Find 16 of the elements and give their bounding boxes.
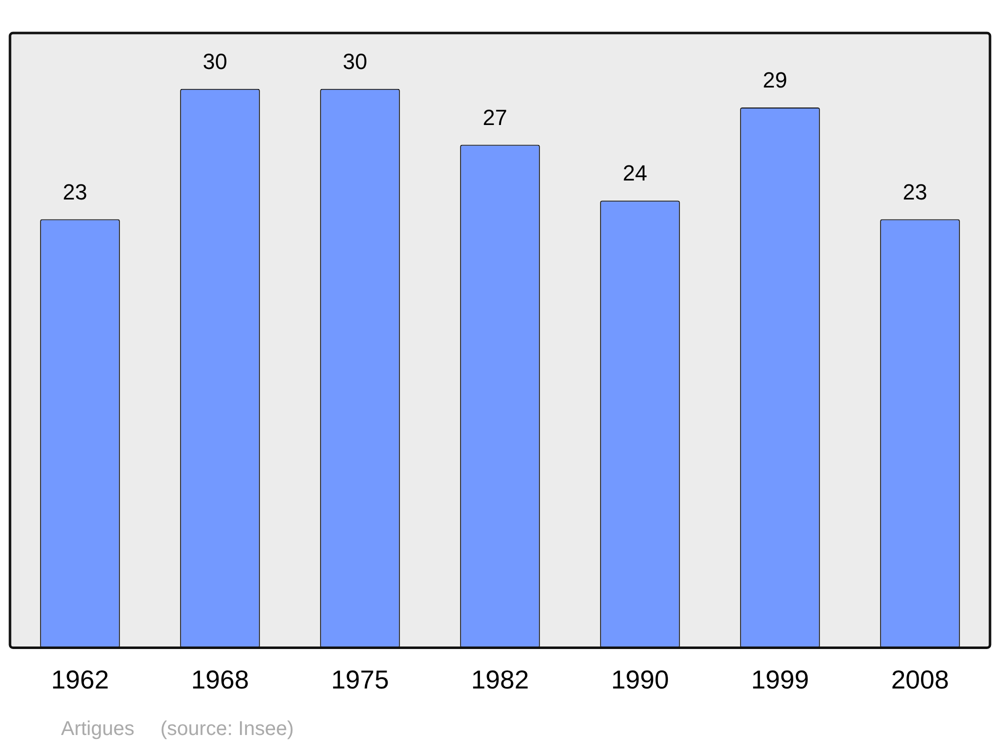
x-tick-label: 1982: [471, 664, 529, 695]
x-tick-label: 1968: [191, 664, 249, 695]
x-tick-label: 1975: [331, 664, 389, 695]
x-tick-label: 1962: [51, 664, 109, 695]
text: (source: Insee): [160, 718, 294, 741]
data-label: 30: [202, 48, 228, 74]
data-label: 29: [762, 68, 788, 93]
data-label: 30: [342, 48, 368, 74]
x-tick-label: 1990: [611, 664, 669, 695]
data-label: 24: [622, 160, 648, 186]
data-label: 27: [482, 104, 508, 130]
text: Artigues: [61, 718, 134, 741]
x-tick-label: 2008: [891, 664, 949, 695]
data-label: 23: [902, 179, 928, 204]
data-label: 23: [62, 179, 88, 204]
x-tick-label: 1999: [751, 664, 809, 695]
